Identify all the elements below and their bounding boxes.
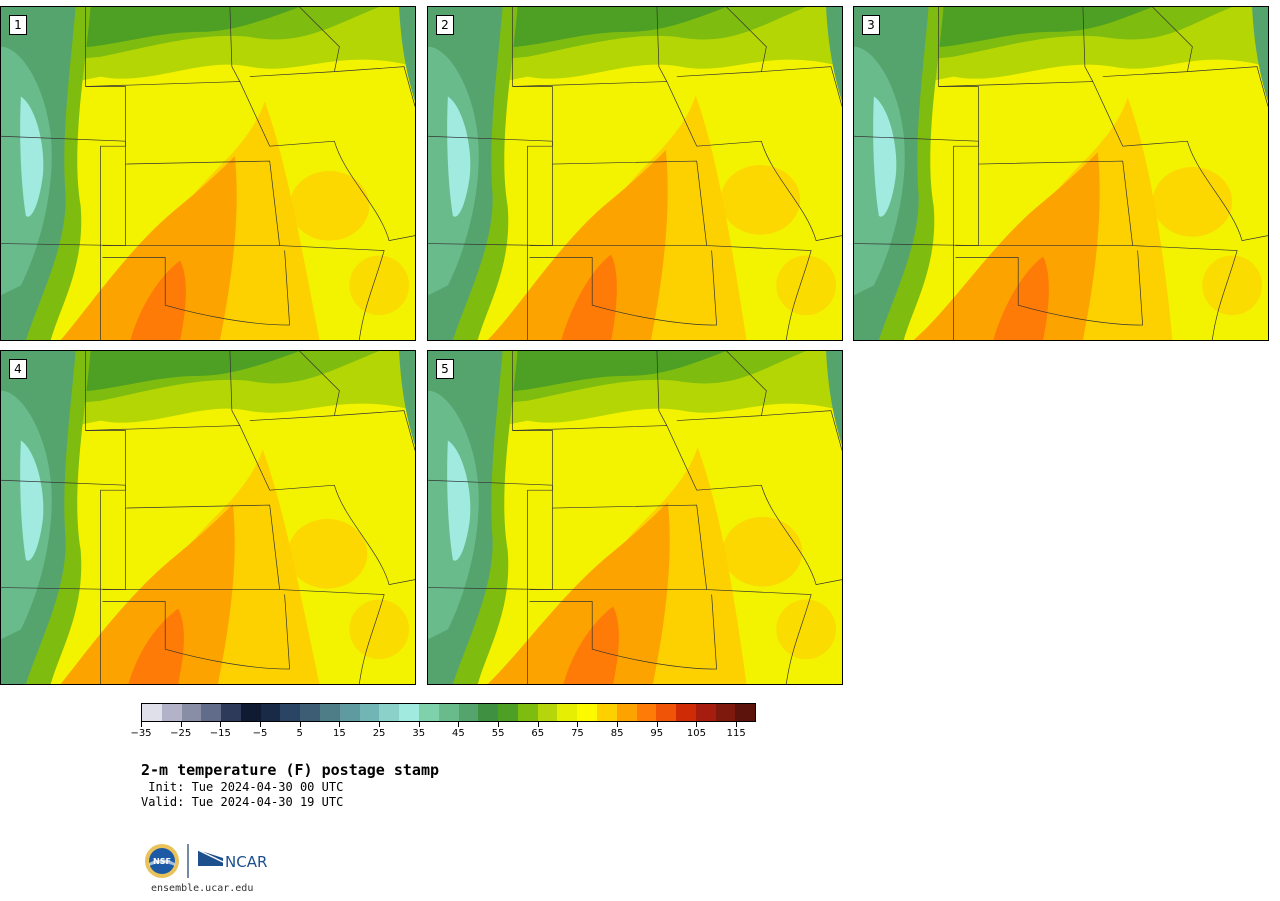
figure-title: 2-m temperature (F) postage stamp — [141, 761, 440, 779]
temperature-map-5 — [428, 351, 842, 684]
valid-time: Valid: Tue 2024-04-30 19 UTC — [141, 795, 344, 809]
colorbar-tick — [141, 722, 142, 727]
postage-stamp-map-1: 1 — [0, 6, 416, 341]
member-label: 3 — [862, 15, 880, 35]
colorbar-cell — [498, 704, 518, 721]
postage-stamp-map-2: 2 — [427, 6, 843, 341]
colorbar-tick — [656, 722, 658, 727]
colorbar-cell — [537, 704, 558, 721]
colorbar-cell — [161, 704, 182, 721]
colorbar-cell — [379, 704, 400, 721]
colorbar-tick — [617, 722, 619, 727]
colorbar-tick-label: 15 — [333, 728, 346, 739]
colorbar-tick — [537, 722, 539, 727]
temperature-map-2 — [428, 7, 842, 340]
colorbar-tick — [458, 722, 460, 727]
colorbar-tick-label: 95 — [650, 728, 664, 739]
temperature-map-1 — [1, 7, 415, 340]
colorbar-cell — [636, 704, 657, 721]
colorbar-tick-label: −25 — [170, 728, 192, 739]
colorbar-tick-label: 45 — [452, 728, 465, 739]
colorbar-tick-label: 105 — [686, 728, 707, 739]
colorbar-tick — [180, 722, 182, 727]
colorbar-tick — [736, 722, 738, 727]
postage-stamp-map-5: 5 — [427, 350, 843, 685]
colorbar-cell — [260, 704, 281, 721]
colorbar-tick-label: 115 — [726, 728, 746, 739]
colorbar-tick-label: 65 — [531, 728, 545, 739]
colorbar — [141, 703, 756, 722]
colorbar-cell — [181, 704, 202, 721]
colorbar-tick-label: 85 — [610, 728, 624, 739]
colorbar-tick — [220, 722, 222, 727]
colorbar-tick-label: 35 — [412, 728, 426, 739]
temperature-map-4 — [1, 351, 415, 684]
colorbar-cell — [339, 704, 360, 721]
colorbar-tick — [418, 722, 420, 727]
member-label: 1 — [9, 15, 27, 35]
colorbar-tick-label: −5 — [252, 728, 268, 739]
logos: NSF NCAR — [143, 842, 283, 882]
init-time: Init: Tue 2024-04-30 00 UTC — [141, 780, 344, 794]
colorbar-cell — [517, 704, 538, 721]
colorbar-cell — [201, 704, 222, 721]
nsf-logo-text: NSF — [153, 857, 171, 866]
colorbar-cell — [399, 704, 419, 721]
colorbar-tick — [260, 722, 262, 727]
colorbar-cell — [715, 704, 736, 721]
colorbar-cell — [142, 704, 162, 721]
member-label: 2 — [436, 15, 454, 35]
colorbar-tick-label: 5 — [296, 728, 303, 739]
member-label: 4 — [9, 359, 27, 379]
colorbar-tick — [696, 722, 698, 727]
colorbar-cell — [359, 704, 380, 721]
colorbar-tick-label: 25 — [372, 728, 386, 739]
colorbar-cell — [438, 704, 459, 721]
colorbar-cell — [557, 704, 578, 721]
colorbar-cell — [478, 704, 499, 721]
colorbar-tick — [339, 722, 341, 727]
colorbar-cell — [320, 704, 340, 721]
site-url: ensemble.ucar.edu — [151, 883, 254, 894]
colorbar-cell — [656, 704, 677, 721]
temperature-map-3 — [854, 7, 1268, 340]
colorbar-cell — [676, 704, 696, 721]
colorbar-cell — [280, 704, 301, 721]
colorbar-tick-label: 55 — [491, 728, 505, 739]
colorbar-tick — [379, 722, 381, 727]
nsf-logo-icon: NSF — [145, 844, 179, 878]
colorbar-cell — [221, 704, 241, 721]
colorbar-cell — [735, 704, 756, 721]
colorbar-cell — [596, 704, 617, 721]
colorbar-cell — [616, 704, 637, 721]
postage-stamp-map-4: 4 — [0, 350, 416, 685]
ncar-logo-text: NCAR — [225, 853, 267, 871]
member-label: 5 — [436, 359, 454, 379]
colorbar-cell — [240, 704, 261, 721]
colorbar-cell — [458, 704, 479, 721]
colorbar-cell — [695, 704, 716, 721]
colorbar-tick-label: −15 — [209, 728, 231, 739]
colorbar-tick — [577, 722, 579, 727]
colorbar-tick-label: −35 — [130, 728, 152, 739]
colorbar-tick-label: 75 — [571, 728, 584, 739]
postage-stamp-map-3: 3 — [853, 6, 1269, 341]
ncar-logo-icon: NCAR — [197, 849, 267, 871]
colorbar-tick — [299, 722, 301, 727]
colorbar-ticks: −35 −25 −15 −5 5 15 25 35 45 55 65 75 85 95 105 115 — [130, 722, 756, 746]
colorbar-tick — [498, 722, 500, 727]
colorbar-cell — [418, 704, 439, 721]
colorbar-cell — [300, 704, 321, 721]
colorbar-cell — [577, 704, 597, 721]
